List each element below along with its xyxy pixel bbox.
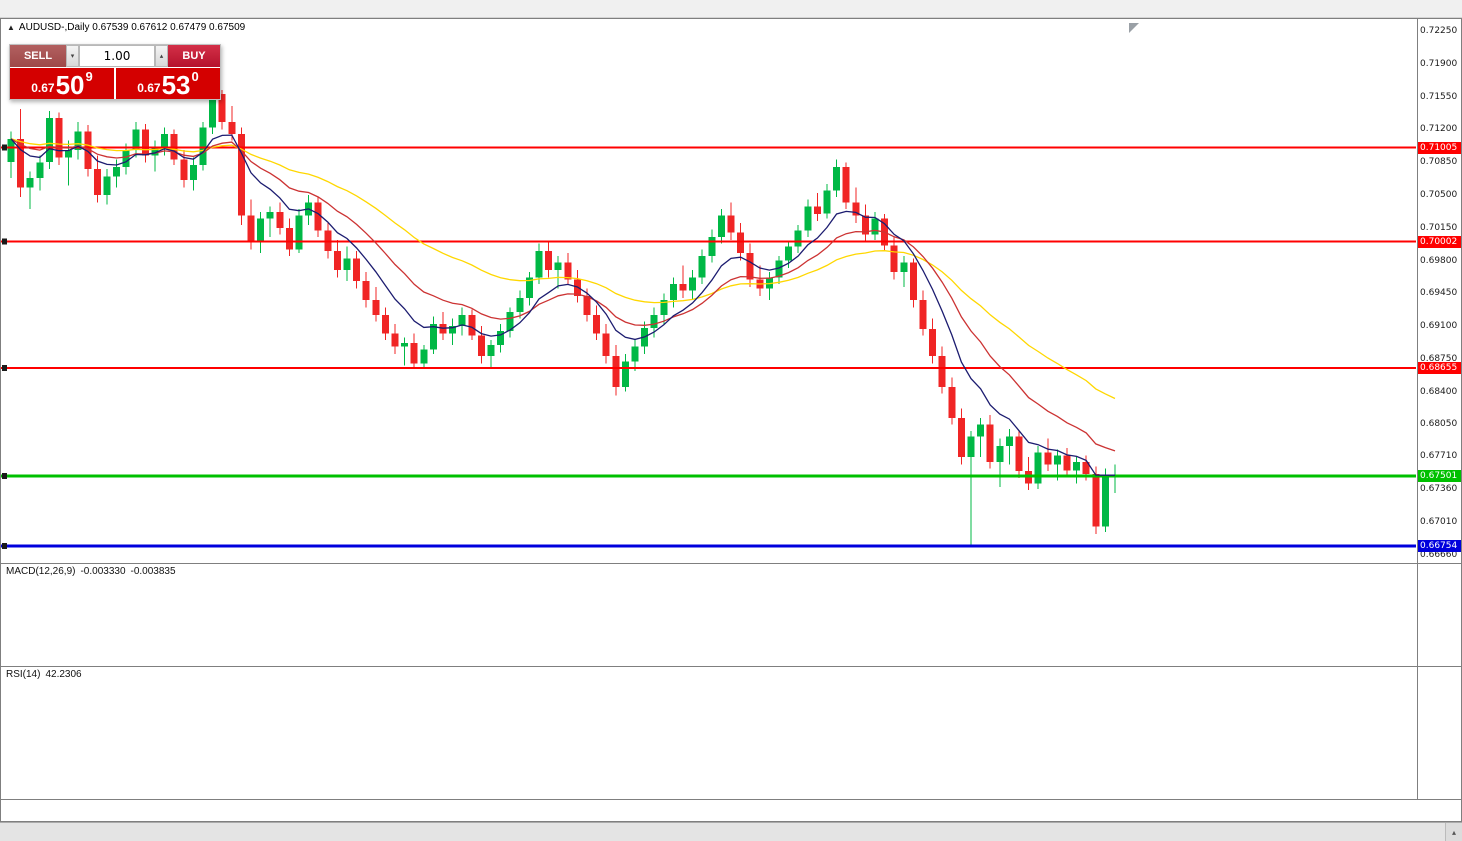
price-axis-tick: 0.69100 <box>1420 321 1458 331</box>
chart-window: 0.72250 0.71900 0.71550 0.71200 0.70850 0.705… <box>0 18 1462 822</box>
price-axis-tick: 0.67010 <box>1420 517 1458 527</box>
trade-panel-controls: SELL ▾ ▴ BUY <box>10 45 220 67</box>
price-axis-tick: 0.71550 <box>1420 92 1458 102</box>
tab-list-button[interactable]: ▴ <box>1445 823 1462 841</box>
rsi-axis[interactable] <box>1417 667 1461 799</box>
chart-title: ▲ AUDUSD-,Daily 0.67539 0.67612 0.67479 … <box>7 22 245 33</box>
price-axis-tick: 0.69800 <box>1420 256 1458 266</box>
macd-title: MACD(12,26,9) -0.003330 -0.003835 <box>6 566 176 577</box>
tab-bar: ▴ <box>0 822 1462 841</box>
buy-price-prefix: 0.67 <box>137 81 161 95</box>
volume-input[interactable] <box>79 45 155 67</box>
macd-value-main: -0.003330 <box>80 566 126 577</box>
price-axis-tick: 0.70850 <box>1420 157 1458 167</box>
sell-price-pip: 9 <box>85 69 93 84</box>
price-axis-tick: 0.67710 <box>1420 451 1458 461</box>
timeframe-toolbar <box>0 0 1462 18</box>
price-axis-tick: 0.71900 <box>1420 59 1458 69</box>
time-axis[interactable] <box>1 799 1461 821</box>
price-axis-tick: 0.70500 <box>1420 190 1458 200</box>
volume-increase-button[interactable]: ▴ <box>155 45 168 67</box>
price-axis-tick: 0.72250 <box>1420 26 1458 36</box>
sell-button[interactable]: SELL <box>10 45 66 67</box>
macd-axis[interactable] <box>1417 564 1461 666</box>
trade-panel-collapse-icon[interactable]: ▲ <box>7 22 15 32</box>
chart-title-text: AUDUSD-,Daily 0.67539 0.67612 0.67479 0.… <box>18 22 246 33</box>
rsi-svg[interactable] <box>1 667 1416 799</box>
price-axis-tick: 0.70150 <box>1420 223 1458 233</box>
rsi-title: RSI(14) 42.2306 <box>6 669 82 680</box>
buy-price-big: 53 <box>161 70 191 100</box>
sell-price-prefix: 0.67 <box>31 81 55 95</box>
volume-decrease-button[interactable]: ▾ <box>66 45 79 67</box>
buy-button[interactable]: BUY <box>168 45 220 67</box>
rsi-label: RSI(14) <box>6 669 41 680</box>
price-axis-tick: 0.66660 <box>1420 550 1458 560</box>
price-chart-svg[interactable] <box>1 19 1416 563</box>
macd-value-signal: -0.003835 <box>130 566 176 577</box>
price-axis[interactable]: 0.72250 0.71900 0.71550 0.71200 0.70850 0.705… <box>1417 19 1461 563</box>
buy-price-pip: 0 <box>191 69 199 84</box>
price-axis-tick: 0.68750 <box>1420 354 1458 364</box>
macd-label: MACD(12,26,9) <box>6 566 76 577</box>
price-axis-tick: 0.68050 <box>1420 419 1458 429</box>
price-level-label: 0.70002 <box>1418 236 1461 248</box>
price-axis-tick: 0.67360 <box>1420 484 1458 494</box>
price-axis-tick: 0.69450 <box>1420 288 1458 298</box>
price-level-label: 0.68655 <box>1418 362 1461 374</box>
buy-price-display[interactable]: 0.67 53 0 <box>116 68 220 99</box>
sell-price-big: 50 <box>55 70 85 100</box>
price-level-label: 0.66754 <box>1418 540 1461 552</box>
price-level-label: 0.71005 <box>1418 142 1461 154</box>
price-axis-tick: 0.71200 <box>1420 124 1458 134</box>
price-level-label: 0.67501 <box>1418 470 1461 482</box>
trade-panel-prices: 0.67 50 9 0.67 53 0 <box>10 67 220 99</box>
sell-price-display[interactable]: 0.67 50 9 <box>10 68 114 99</box>
rsi-pane: RSI(14) 42.2306 <box>1 666 1461 799</box>
macd-svg[interactable] <box>1 564 1416 666</box>
rsi-value: 42.2306 <box>45 669 82 680</box>
price-axis-tick: 0.68400 <box>1420 387 1458 397</box>
macd-pane: MACD(12,26,9) -0.003330 -0.003835 <box>1 563 1461 666</box>
price-pane: 0.72250 0.71900 0.71550 0.71200 0.70850 0.705… <box>1 19 1461 563</box>
